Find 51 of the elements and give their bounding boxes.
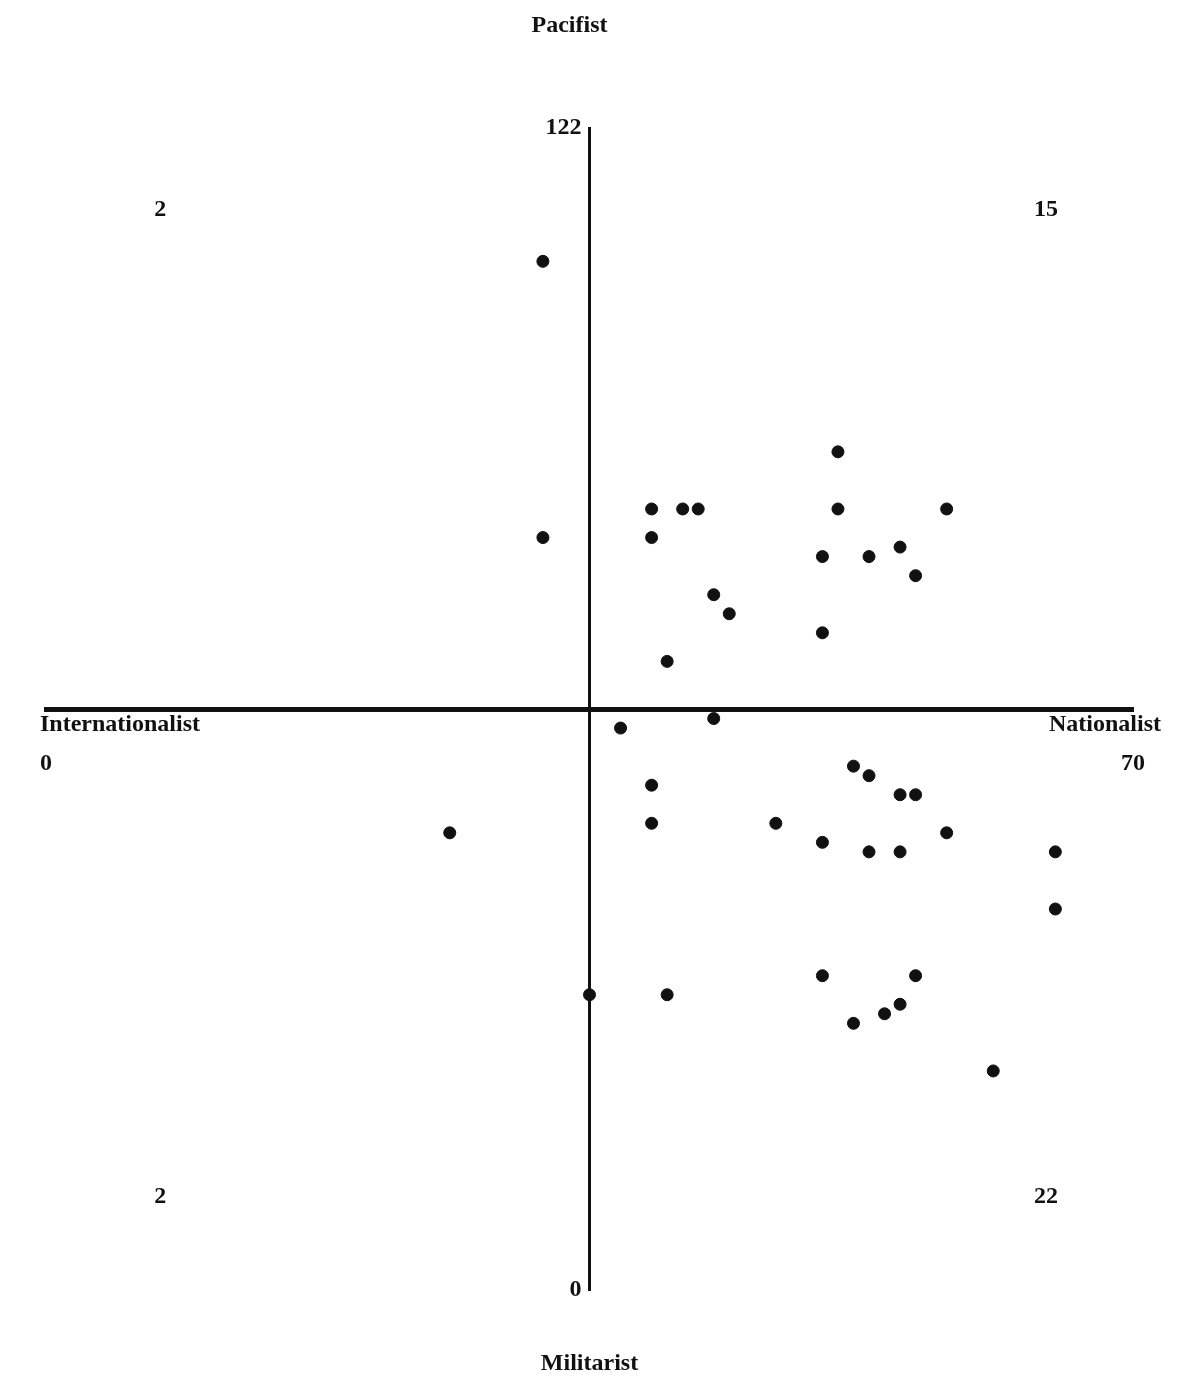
point xyxy=(691,502,705,516)
point xyxy=(893,997,907,1011)
y-tick-label: 122 xyxy=(545,113,582,140)
point xyxy=(614,721,628,735)
point xyxy=(676,502,690,516)
point xyxy=(815,550,829,564)
point xyxy=(645,502,659,516)
point xyxy=(893,788,907,802)
point xyxy=(862,550,876,564)
point xyxy=(940,826,954,840)
point xyxy=(536,254,550,268)
annotation: 2 xyxy=(154,194,167,221)
point xyxy=(722,607,736,621)
point xyxy=(893,540,907,554)
point xyxy=(862,769,876,783)
point xyxy=(1048,845,1062,859)
text: Pacifist xyxy=(531,11,608,38)
point xyxy=(645,778,659,792)
text: Militarist xyxy=(540,1349,639,1376)
point xyxy=(1048,902,1062,916)
point xyxy=(707,712,721,726)
point xyxy=(815,969,829,983)
annotation: 22 xyxy=(1034,1182,1059,1209)
point xyxy=(846,1016,860,1030)
point xyxy=(909,969,923,983)
x-tick-label: 70 xyxy=(1121,748,1145,775)
point xyxy=(645,816,659,830)
point xyxy=(831,445,845,459)
point xyxy=(940,502,954,516)
point xyxy=(909,788,923,802)
point xyxy=(707,588,721,602)
point xyxy=(846,759,860,773)
point xyxy=(583,988,596,1002)
point xyxy=(660,654,674,668)
annotation: Nationalist xyxy=(1048,710,1161,737)
annotation: Internationalist xyxy=(40,710,201,737)
point xyxy=(878,1007,892,1021)
point xyxy=(909,569,923,583)
point xyxy=(645,531,659,545)
point xyxy=(986,1064,1000,1078)
point xyxy=(831,502,845,516)
point xyxy=(769,816,783,830)
annotation: 15 xyxy=(1034,194,1059,221)
point xyxy=(815,835,829,849)
point xyxy=(536,531,550,545)
point xyxy=(815,626,829,640)
point xyxy=(893,845,907,859)
point xyxy=(862,845,876,859)
point xyxy=(660,988,674,1002)
annotation: 2 xyxy=(154,1182,167,1209)
point xyxy=(443,826,457,840)
